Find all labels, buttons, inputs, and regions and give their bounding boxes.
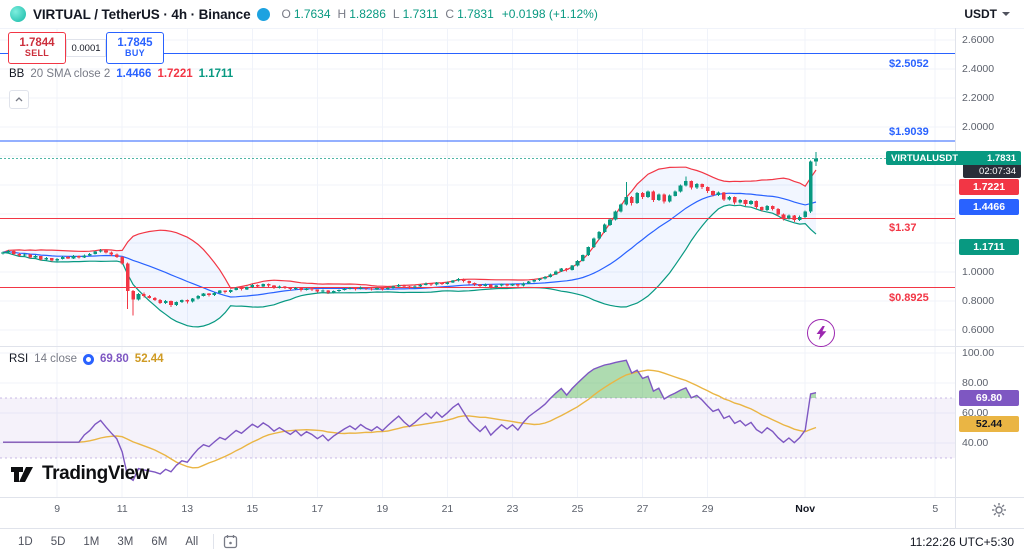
currency-label: USDT <box>964 7 997 21</box>
range-button-all[interactable]: All <box>185 535 199 548</box>
open-label: O <box>281 7 291 21</box>
low-label: L <box>392 7 400 21</box>
rsi-axis-tick: 60.00 <box>962 407 989 419</box>
tradingview-logo-text: TradingView <box>42 463 150 484</box>
time-axis-label: 17 <box>311 503 324 515</box>
calendar-icon <box>223 535 238 549</box>
range-buttons: 1D 5D 1M 3M 6M All <box>10 534 206 550</box>
time-axis-label: 27 <box>636 503 649 515</box>
rsi-params: 14 close <box>34 353 78 365</box>
bb-indicator-row[interactable]: BB 20 SMA close 2 1.4466 1.7221 1.1711 <box>9 68 233 80</box>
chevron-down-icon <box>1002 12 1010 16</box>
low-value: 1.7311 <box>402 7 439 21</box>
symbol-logo-icon <box>10 6 26 22</box>
time-axis-label: 5 <box>932 503 939 515</box>
time-axis-label: 25 <box>571 503 584 515</box>
tradingview-logo[interactable]: TradingView <box>10 463 150 485</box>
high-value: 1.8286 <box>349 7 386 21</box>
tradingview-mark-icon <box>11 466 33 482</box>
lightning-icon <box>816 326 826 340</box>
price-axis-tick: 2.6000 <box>962 34 995 46</box>
time-axis-label: 19 <box>376 503 389 515</box>
price-axis-tick: 2.2000 <box>962 92 995 104</box>
range-button-6m[interactable]: 6M <box>151 535 168 548</box>
indicator-settings-icon[interactable] <box>83 353 95 365</box>
price-alert-label[interactable]: $1.9039 <box>889 125 929 138</box>
exchange-icon <box>257 7 271 21</box>
bb-lower-value: 1.1711 <box>198 68 234 80</box>
go-to-date-button[interactable] <box>221 532 240 551</box>
bb-upper-value: 1.7221 <box>157 68 193 80</box>
price-alert-label[interactable]: $2.5052 <box>889 57 929 70</box>
axis-price-badge: 1.1711 <box>959 239 1019 256</box>
quick-trade-button[interactable] <box>807 319 835 347</box>
rsi-axis-tick: 80.00 <box>962 377 989 389</box>
buy-button[interactable]: 1.7845 BUY <box>106 32 164 64</box>
gear-icon[interactable] <box>991 502 1007 518</box>
change-value: +0.0198 (+1.12%) <box>501 7 598 21</box>
rsi-name: RSI <box>9 353 29 365</box>
sell-label: SELL <box>24 48 50 59</box>
symbol-badge-label: VIRTUALUSDT <box>886 151 964 166</box>
time-axis-label: 23 <box>506 503 519 515</box>
price-alert-label[interactable]: $0.8925 <box>889 291 929 304</box>
sell-button[interactable]: 1.7844 SELL <box>8 32 66 64</box>
buy-sell-widget: 1.7844 SELL 0.0001 1.7845 BUY <box>8 32 164 64</box>
clock[interactable]: 11:22:26 UTC+5:30 <box>909 534 1014 549</box>
chart-pane[interactable] <box>0 28 955 497</box>
time-axis-label: 9 <box>54 503 61 515</box>
range-button-1d[interactable]: 1D <box>18 535 33 548</box>
top-toolbar: VIRTUAL / TetherUS · 4h · Binance O 1.763… <box>0 0 1024 28</box>
rsi-value: 69.80 <box>100 353 129 365</box>
symbol-title[interactable]: VIRTUAL / TetherUS · 4h · Binance <box>33 6 251 22</box>
ohlc-readout: O 1.7634 H 1.8286 L 1.7311 C 1.7831 +0.0198 … <box>277 7 597 21</box>
price-axis-tick: 0.8000 <box>962 295 995 307</box>
range-button-1m[interactable]: 1M <box>83 535 100 548</box>
axis-price-badge: 1.4466 <box>959 199 1019 216</box>
symbol-price-badge: VIRTUALUSDT 1.7831 02:07:34 <box>886 151 1022 179</box>
time-axis-label: Nov <box>795 503 816 515</box>
axis-price-badge: 1.7221 <box>959 179 1019 196</box>
bb-name: BB <box>9 68 25 80</box>
time-axis-label: 15 <box>246 503 259 515</box>
last-price-badge: 1.7831 <box>963 151 1022 166</box>
time-axis-label: 13 <box>181 503 194 515</box>
rsi-axis-tick: 40.00 <box>962 437 989 449</box>
time-axis-label: 11 <box>116 503 128 515</box>
close-label: C <box>445 7 455 21</box>
bb-basis-value: 1.4466 <box>116 68 152 80</box>
toolbar-divider <box>213 534 215 549</box>
rsi-ma-value: 52.44 <box>134 353 164 365</box>
price-alert-label[interactable]: $1.37 <box>889 222 917 235</box>
bb-params: 20 SMA close 2 <box>30 68 111 80</box>
range-button-5d[interactable]: 5D <box>50 535 66 548</box>
collapse-button[interactable] <box>9 90 29 109</box>
high-label: H <box>337 7 347 21</box>
rsi-indicator-row[interactable]: RSI 14 close 69.80 52.44 <box>9 353 164 365</box>
price-axis-tick: 2.4000 <box>962 63 995 75</box>
bottom-toolbar: 1D 5D 1M 3M 6M All 11:22:26 UTC+5:30 <box>0 528 1024 554</box>
buy-label: BUY <box>125 48 145 59</box>
price-axis-tick: 1.0000 <box>962 266 995 278</box>
chevron-up-icon <box>15 97 23 102</box>
close-value: 1.7831 <box>457 7 494 21</box>
bar-countdown: 02:07:34 <box>963 165 1022 179</box>
open-value: 1.7634 <box>293 7 331 21</box>
axis-price-badge: 52.44 <box>959 416 1019 433</box>
price-axis-tick: 0.6000 <box>962 324 995 336</box>
rsi-axis-tick: 100.00 <box>962 347 995 359</box>
currency-selector[interactable]: USDT <box>964 7 1014 21</box>
time-axis-label: 21 <box>441 503 454 515</box>
axis-price-badge: 69.80 <box>959 390 1019 407</box>
range-button-3m[interactable]: 3M <box>117 535 134 548</box>
price-axis-tick: 2.0000 <box>962 121 995 133</box>
spread-value: 0.0001 <box>66 39 106 57</box>
time-axis-label: 29 <box>701 503 714 515</box>
